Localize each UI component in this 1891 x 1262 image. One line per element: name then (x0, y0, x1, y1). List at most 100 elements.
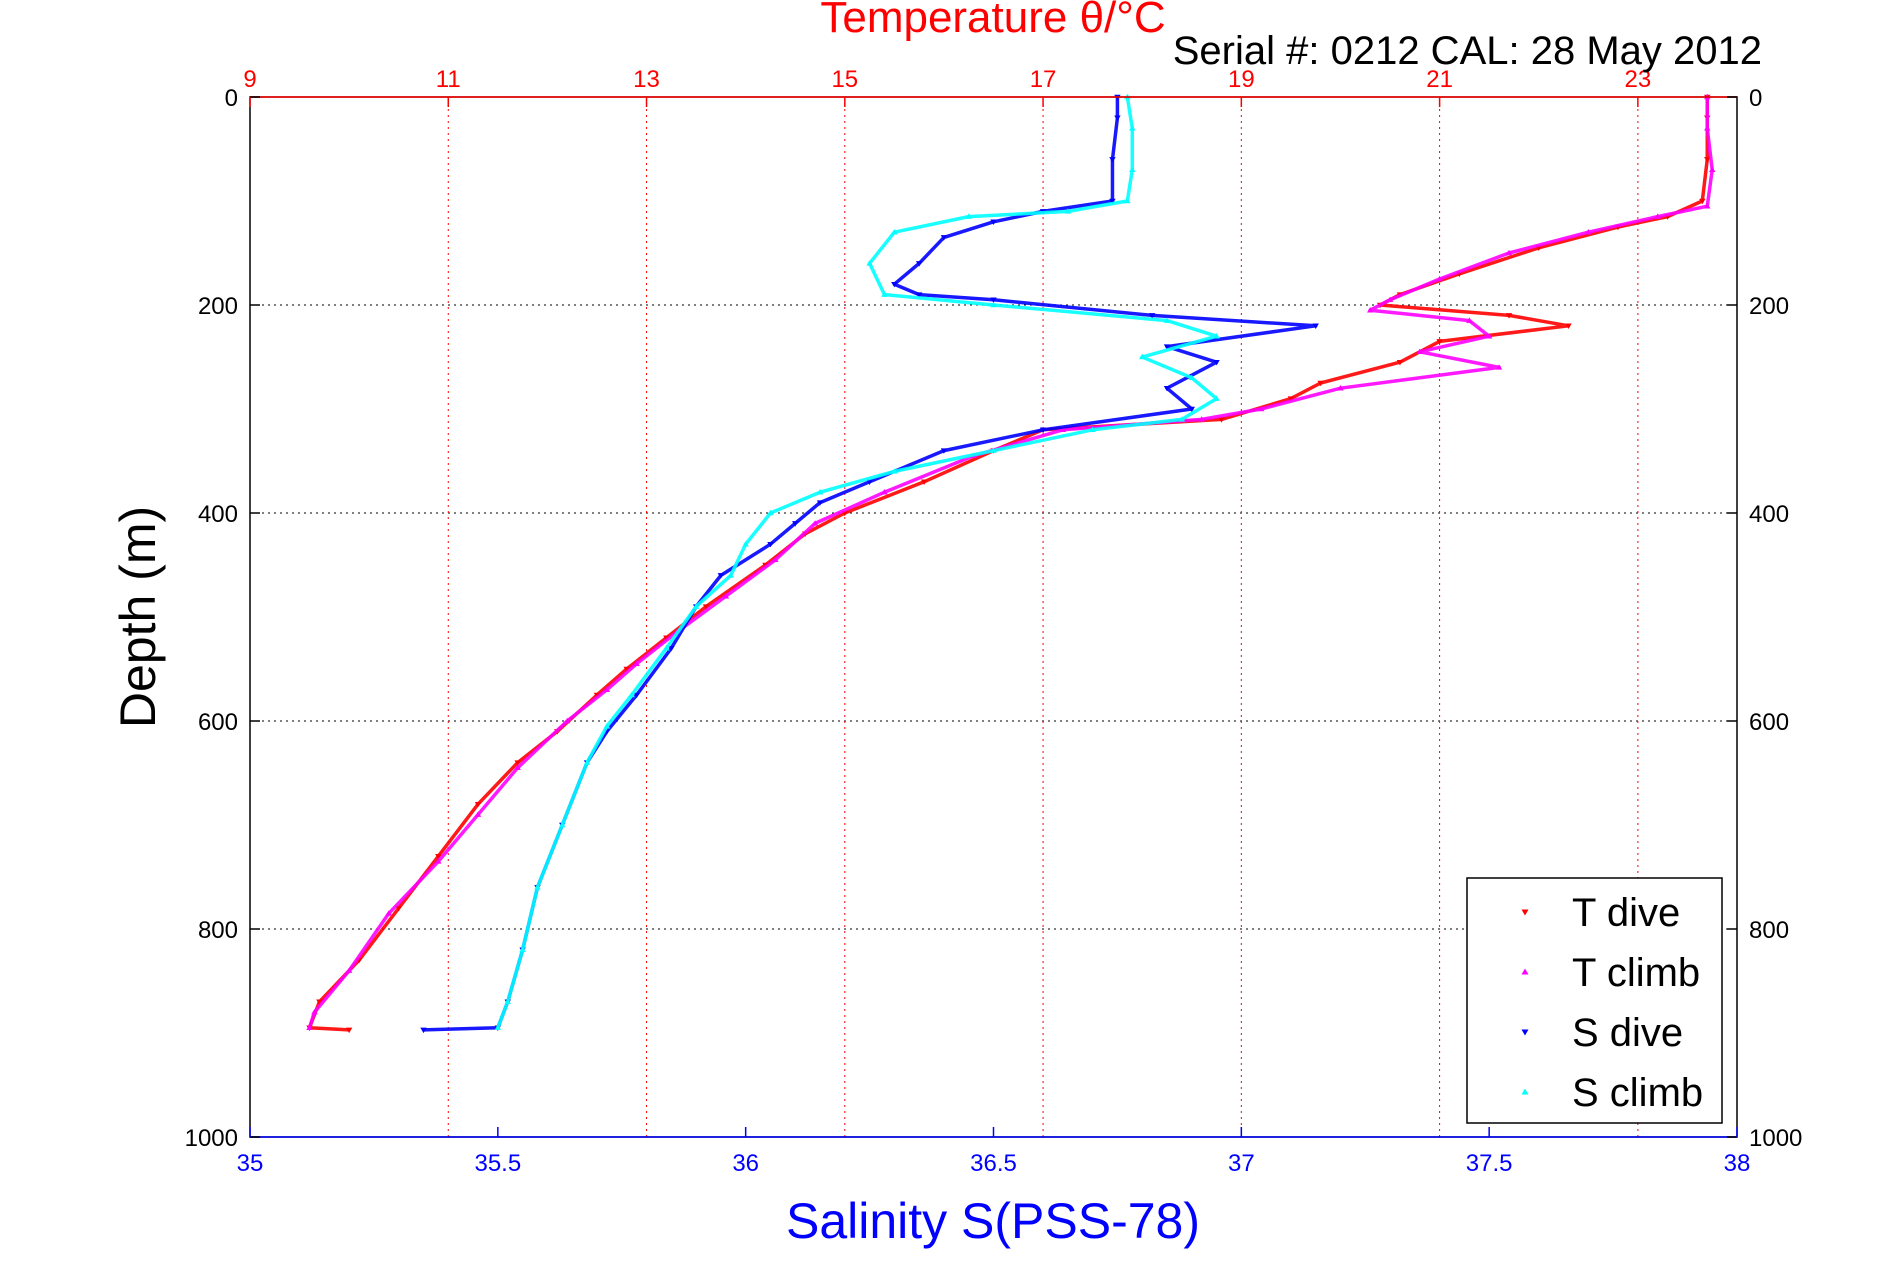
temperature-tick-label: 13 (633, 66, 660, 93)
data-point (1188, 406, 1195, 413)
legend-marker (1521, 968, 1529, 975)
y-tick-label-left: 0 (225, 85, 238, 112)
y-tick-label-right: 800 (1749, 917, 1789, 944)
series-s-climb (494, 93, 1220, 1031)
data-point (420, 1027, 427, 1034)
data-point (385, 910, 392, 916)
data-point (772, 556, 779, 563)
data-point (1416, 348, 1423, 355)
data-point (891, 281, 898, 288)
data-point (915, 292, 923, 298)
data-point (1129, 125, 1136, 131)
data-point (1198, 416, 1205, 422)
temperature-tick-label: 23 (1625, 66, 1652, 93)
salinity-tick-label: 36 (732, 1150, 759, 1177)
data-point (1495, 364, 1503, 370)
data-point (668, 645, 675, 652)
data-point (1109, 157, 1116, 163)
y-tick-label-right: 1000 (1749, 1125, 1802, 1152)
temperature-tick-label: 15 (831, 66, 858, 93)
data-point (881, 291, 888, 297)
data-point (663, 645, 670, 651)
data-point (1139, 353, 1146, 360)
data-point (474, 801, 482, 808)
data-point (1218, 417, 1225, 423)
data-point (603, 723, 611, 729)
data-point (891, 468, 898, 474)
legend-items: T dive T climb S dive S climb (1521, 891, 1703, 1115)
y-tick-label-left: 600 (198, 709, 238, 736)
y-axis-label: Depth (m) (110, 506, 166, 728)
data-point (915, 261, 923, 267)
temperature-tick-label: 17 (1030, 66, 1057, 93)
data-point (717, 573, 725, 579)
legend-marker (1521, 1029, 1529, 1036)
data-point (395, 905, 402, 912)
ticks: 0 0 200 200 400 400 600 600 800 800 1000 1000 9 11 13 1… (185, 66, 1803, 1177)
series-track (307, 97, 1710, 1032)
serial-info: Serial #: 0212 CAL: 28 May 2012 (1173, 29, 1762, 73)
data-point (494, 1024, 502, 1031)
y-tick-label-right: 600 (1749, 709, 1789, 736)
y-tick-label-left: 200 (198, 293, 238, 320)
data-point (816, 489, 824, 495)
legend: T dive T climb S dive S climb (1466, 877, 1723, 1124)
data-point (1436, 275, 1443, 282)
data-point (311, 1009, 318, 1015)
data-point (1287, 396, 1295, 402)
data-point (603, 686, 611, 693)
data-point (1109, 198, 1116, 205)
data-point (920, 479, 928, 485)
y-tick-label-left: 400 (198, 501, 238, 528)
data-point (990, 297, 997, 303)
salinity-tick-label: 37 (1228, 1150, 1255, 1177)
data-point (940, 448, 948, 454)
data-point (306, 1024, 313, 1031)
data-point (792, 521, 799, 527)
data-point (767, 509, 774, 516)
data-point (514, 764, 521, 771)
data-point (1699, 198, 1706, 205)
data-point (633, 660, 640, 667)
data-point (519, 946, 526, 953)
temperature-tick-label: 9 (243, 66, 256, 93)
data-point (1129, 166, 1136, 173)
data-point (1178, 416, 1186, 422)
data-point (891, 229, 898, 235)
legend-label: T climb (1572, 951, 1700, 995)
legend-marker (1521, 1088, 1529, 1095)
salinity-tick-label: 36.5 (970, 1150, 1017, 1177)
data-point (965, 213, 972, 219)
data-point (767, 541, 774, 548)
data-point (633, 692, 640, 699)
data-point (1213, 333, 1220, 339)
data-point (559, 821, 566, 828)
salinity-tick-label: 35 (237, 1150, 264, 1177)
data-point (1039, 427, 1047, 433)
data-point (1317, 380, 1324, 387)
data-point (866, 479, 873, 485)
data-point (1654, 213, 1661, 219)
data-point (1505, 313, 1513, 319)
legend-label: S climb (1572, 1071, 1703, 1115)
data-point (990, 301, 997, 308)
data-point (990, 219, 997, 225)
data-point (1505, 249, 1513, 256)
data-point (1257, 405, 1265, 412)
data-point (1064, 208, 1072, 214)
data-point (702, 604, 710, 610)
data-point (722, 593, 730, 599)
data-point (1337, 385, 1344, 391)
data-point (583, 759, 591, 765)
temperature-tick-label: 11 (436, 66, 461, 93)
data-point (1565, 323, 1572, 329)
data-point (940, 235, 948, 241)
y-tick-label-right: 400 (1749, 501, 1789, 528)
data-point (1114, 115, 1121, 121)
legend-box (1466, 877, 1723, 1124)
data-point (811, 520, 819, 526)
data-point (1163, 344, 1171, 350)
data-point (316, 999, 323, 1005)
data-point (1188, 374, 1195, 381)
